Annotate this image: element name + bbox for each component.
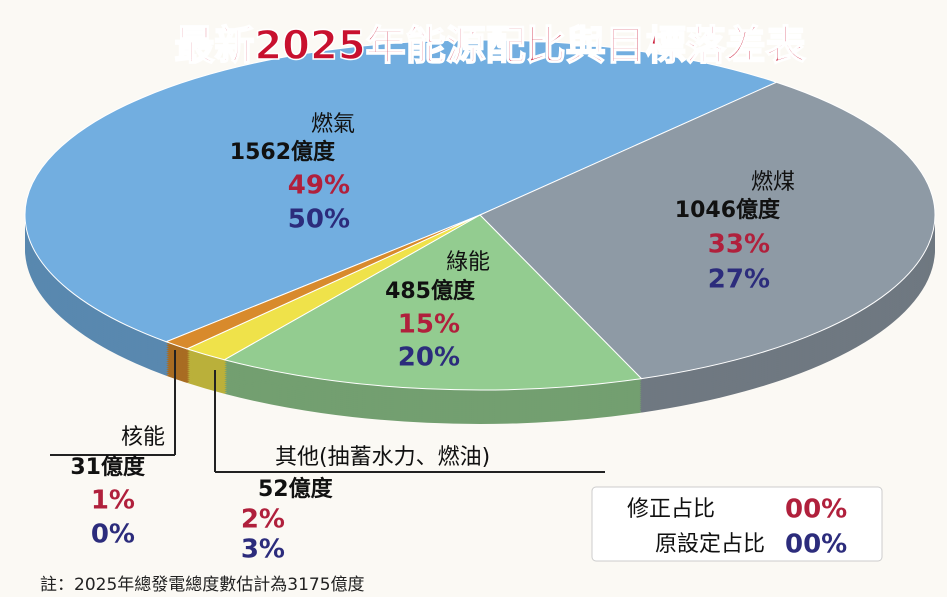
legend-sample: 00%	[785, 530, 847, 560]
percent-label: 33%	[708, 230, 770, 260]
category-label: 其他(抽蓄水力、燃油)	[275, 445, 490, 470]
percent-label: 49%	[288, 171, 350, 201]
percent-label: 20%	[398, 343, 460, 373]
legend-label: 原設定占比	[655, 532, 765, 557]
legend-sample: 00%	[785, 495, 847, 525]
value-label: 52億度	[258, 476, 334, 502]
value-label: 1046億度	[675, 197, 781, 223]
value-label: 485億度	[385, 278, 476, 304]
category-label: 燃氣	[311, 112, 355, 137]
category-label: 核能	[121, 425, 165, 450]
category-label: 燃煤	[751, 170, 795, 195]
chart: 最新2025年能源配比與目標落差表 修正占比 00% 原設定占比 00% 註：2…	[0, 0, 947, 597]
percent-label: 50%	[288, 205, 350, 235]
percent-label: 27%	[708, 265, 770, 295]
percent-label: 0%	[91, 520, 135, 550]
pie	[25, 40, 935, 424]
percent-label: 1%	[91, 486, 135, 516]
percent-label: 3%	[241, 535, 285, 565]
chart-title: 最新2025年能源配比與目標落差表	[174, 23, 805, 69]
value-label: 31億度	[70, 454, 146, 480]
note: 註：2025年總發電總度數估計為3175億度	[40, 575, 365, 595]
percent-label: 2%	[241, 505, 285, 535]
value-label: 1562億度	[230, 139, 336, 165]
percent-label: 15%	[398, 310, 460, 340]
category-label: 綠能	[446, 250, 490, 275]
legend-label: 修正占比	[627, 497, 715, 522]
